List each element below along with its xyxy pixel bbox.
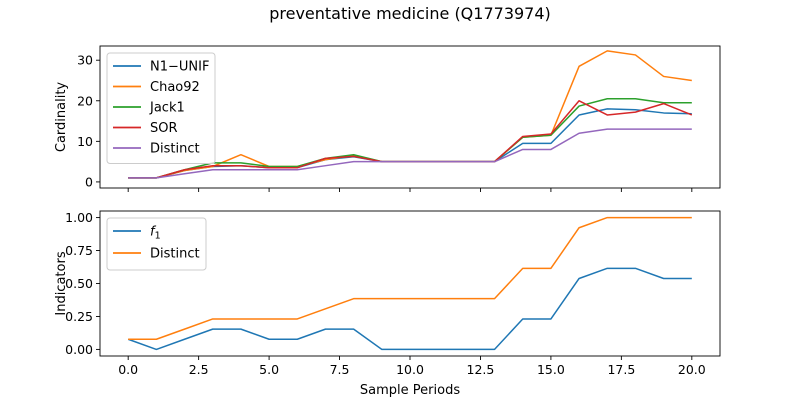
- legend-label: Distinct: [150, 247, 200, 262]
- y-tick-label: 10: [77, 134, 93, 149]
- legend-label: f1: [150, 225, 161, 242]
- series-line-indicator-1: [128, 216, 692, 341]
- legend-label: Distinct: [150, 142, 200, 157]
- legend-box: [106, 52, 216, 164]
- series-line-indicator-0: [127, 267, 692, 351]
- y-tick-label: 0.25: [65, 309, 93, 324]
- x-tick-label: 20.0: [678, 362, 706, 377]
- x-tick-label: 17.5: [607, 362, 635, 377]
- y-tick-label: 0.00: [65, 342, 93, 357]
- indicators-panel: 0.0 2.5 5.0 7.5 10.0 12.5 15.0 17.5 20.0 0.00 0.25…: [54, 210, 721, 398]
- y-tick-label: 0.50: [65, 276, 93, 291]
- y-tick-label: 30: [77, 53, 93, 68]
- y-tick-label: 20: [77, 93, 93, 108]
- x-tick-label: 2.5: [189, 362, 209, 377]
- y-tick-label: 0: [85, 174, 93, 189]
- x-tick-label: 0.0: [118, 362, 138, 377]
- series-line-cardinality-4: [128, 128, 692, 179]
- x-tick-label: 15.0: [537, 362, 565, 377]
- figure-title: preventative medicine (Q1773974): [269, 4, 551, 23]
- y-tick-label: 0.75: [65, 243, 93, 258]
- x-axis-label: Sample Periods: [360, 383, 460, 398]
- y-tick-label: 1.00: [65, 210, 93, 225]
- legend: N1−UNIF Chao92 Jack1 SOR Distinct: [106, 52, 216, 164]
- legend-label: N1−UNIF: [150, 60, 209, 75]
- legend-label: SOR: [150, 121, 178, 136]
- legend-label: Chao92: [150, 80, 200, 95]
- x-tick-label: 7.5: [330, 362, 350, 377]
- legend-box: [106, 217, 207, 271]
- x-tick-label: 10.0: [396, 362, 424, 377]
- legend: f1 Distinct: [106, 217, 207, 271]
- y-axis-label: Indicators: [54, 251, 69, 315]
- cardinality-panel: 0 10 20 30 Cardinality N1−UNIF Chao92 Jack1 SOR D…: [54, 45, 721, 192]
- x-tick-label: 5.0: [259, 362, 279, 377]
- legend-label: Jack1: [149, 101, 185, 116]
- x-tick-label: 12.5: [467, 362, 495, 377]
- y-axis-label: Cardinality: [54, 82, 69, 153]
